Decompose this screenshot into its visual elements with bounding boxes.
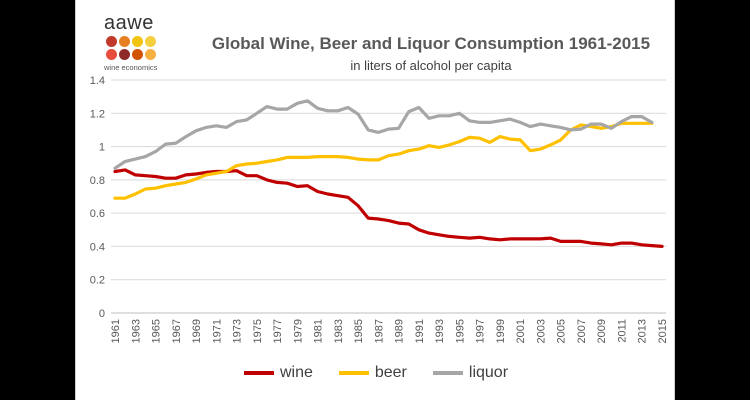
aawe-logo: aawe wine economics: [104, 12, 172, 74]
line-chart: 0 0.2 0.4 0.6 0.8 1 1.2 1.4 1961 1963 1965 1967 1969…: [90, 75, 669, 343]
y-tick-label: 0.2: [90, 275, 105, 287]
x-tick-label: 1987: [373, 319, 385, 343]
x-tick-label: 1965: [151, 319, 163, 343]
y-tick-label: 1.2: [90, 108, 105, 120]
legend-label: beer: [374, 364, 407, 381]
logo-dot: [119, 36, 130, 47]
x-tick-label: 1971: [211, 319, 223, 343]
x-tick-label: 1997: [475, 319, 487, 343]
logo-dot: [132, 49, 143, 60]
x-tick-label: 1983: [333, 319, 345, 343]
y-tick-label: 0.8: [90, 175, 105, 187]
logo-dot: [106, 49, 117, 60]
x-tick-label: 2003: [535, 319, 547, 343]
x-tick-label: 1961: [110, 319, 122, 343]
x-tick-label: 1963: [130, 319, 142, 343]
x-tick-label: 2015: [657, 319, 669, 343]
y-tick-label: 0: [99, 308, 105, 320]
x-tick-label: 2001: [515, 319, 527, 343]
y-tick-label: 0.4: [90, 241, 105, 253]
x-tick-label: 1995: [454, 319, 466, 343]
chart-title: Global Wine, Beer and Liquor Consumption…: [211, 34, 651, 53]
x-tick-label: 1975: [252, 319, 264, 343]
logo-wordmark: aawe: [104, 12, 154, 34]
logo-dot: [145, 49, 156, 60]
x-tick-label: 1979: [292, 319, 304, 343]
legend-swatch: [243, 371, 274, 375]
legend-label: liquor: [468, 364, 509, 381]
x-tick-label: 2007: [576, 319, 588, 343]
y-tick-label: 1.4: [90, 75, 105, 87]
legend-item-beer: beer: [338, 364, 407, 382]
legend-item-wine: wine: [243, 364, 313, 382]
legend-swatch: [338, 371, 369, 375]
legend-swatch: [432, 371, 463, 375]
x-tick-label: 1967: [171, 319, 183, 343]
x-tick-label: 2005: [556, 319, 568, 343]
logo-dot: [119, 49, 130, 60]
chart-legend: wine beer liquor: [76, 364, 676, 382]
x-tick-label: 1973: [232, 319, 244, 343]
series-line-beer: [113, 121, 654, 200]
chart-subtitle: in liters of alcohol per capita: [350, 58, 512, 73]
y-tick-label: 1: [99, 142, 105, 154]
x-tick-label: 1977: [272, 319, 284, 343]
logo-dot: [132, 36, 143, 47]
legend-item-liquor: liquor: [432, 364, 509, 382]
logo-dot: [106, 36, 117, 47]
logo-dot: [145, 36, 156, 47]
x-tick-label: 2011: [616, 319, 628, 343]
series-line-liquor: [113, 99, 654, 170]
x-tick-label: 1985: [353, 319, 365, 343]
x-tick-label: 1989: [394, 319, 406, 343]
x-tick-label: 1999: [495, 319, 507, 343]
x-tick-label: 1991: [414, 319, 426, 343]
legend-label: wine: [279, 364, 313, 381]
chart-frame: aawe wine economics Global Wine, Beer an…: [75, 0, 675, 400]
x-tick-label: 1969: [191, 319, 203, 343]
x-tick-label: 2009: [596, 319, 608, 343]
x-tick-label: 1981: [313, 319, 325, 343]
x-tick-label: 2013: [637, 319, 649, 343]
series-line-wine: [113, 168, 664, 248]
y-tick-label: 0.6: [90, 208, 105, 220]
x-tick-label: 1993: [434, 319, 446, 343]
logo-subtitle: wine economics: [104, 63, 158, 72]
